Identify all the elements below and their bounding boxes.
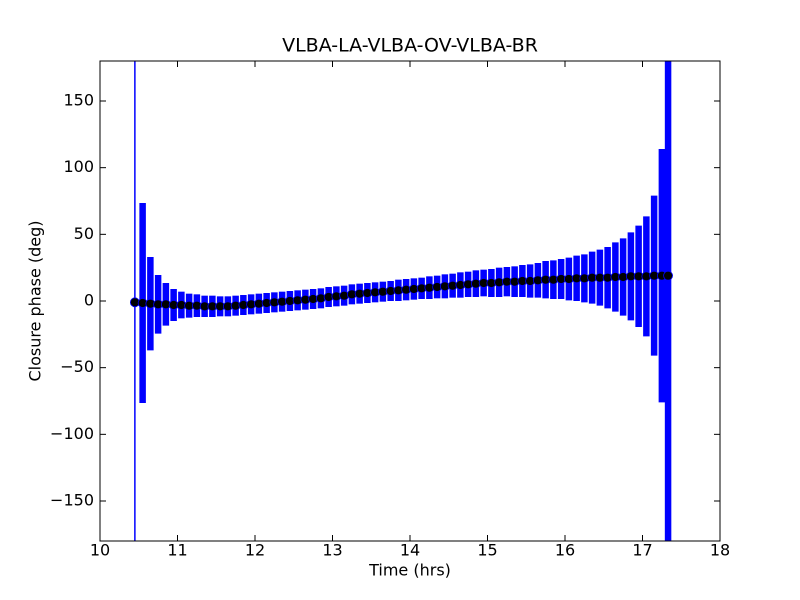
y-tick-label: 50 bbox=[74, 224, 94, 243]
x-tick-label: 13 bbox=[322, 541, 342, 560]
chart-title: VLBA-LA-VLBA-OV-VLBA-BR bbox=[282, 35, 538, 57]
y-axis-label: Closure phase (deg) bbox=[26, 220, 45, 381]
y-tick-label: −150 bbox=[50, 491, 94, 510]
x-tick-label: 15 bbox=[477, 541, 497, 560]
y-tick-label: 0 bbox=[84, 291, 94, 310]
x-tick-label: 12 bbox=[245, 541, 265, 560]
x-tick-label: 14 bbox=[400, 541, 420, 560]
x-tick-label: 18 bbox=[710, 541, 730, 560]
data-point bbox=[663, 270, 673, 281]
axes-frame bbox=[99, 60, 721, 542]
y-tick-label: −100 bbox=[50, 424, 94, 443]
x-axis-label: Time (hrs) bbox=[368, 561, 451, 580]
x-tick-label: 16 bbox=[555, 541, 575, 560]
x-tick-label: 11 bbox=[167, 541, 187, 560]
plot-area bbox=[129, 61, 673, 541]
y-tick-label: −50 bbox=[60, 357, 94, 376]
y-tick-label: 100 bbox=[63, 157, 94, 176]
x-tick-label: 17 bbox=[632, 541, 652, 560]
y-tick-label: 150 bbox=[63, 91, 94, 110]
x-tick-label: 10 bbox=[90, 541, 110, 560]
